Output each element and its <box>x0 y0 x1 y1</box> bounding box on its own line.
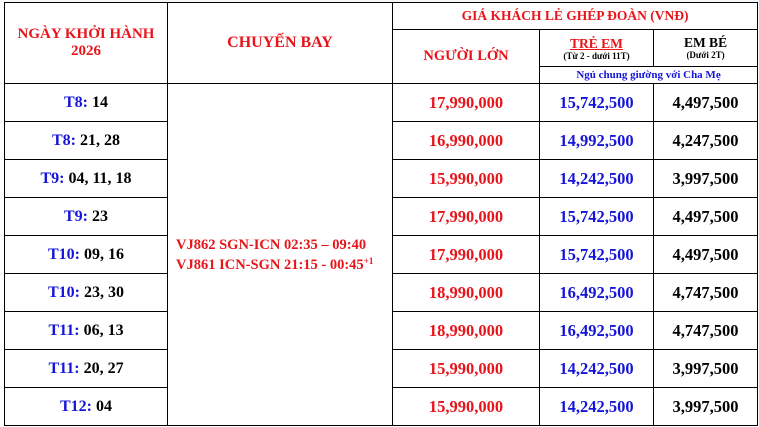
adult-price-cell: 17,990,000 <box>392 235 540 274</box>
table-row: T9: 04, 11, 18 15,990,000 14,242,500 3,997,… <box>4 159 759 198</box>
infant-price-cell: 3,997,500 <box>652 159 759 198</box>
departure-days: 21, 28 <box>76 131 120 149</box>
departure-month: T12: <box>60 397 92 415</box>
departure-days: 23, 30 <box>80 283 124 301</box>
adult-price-header: NGƯỜI LỚN <box>392 29 540 84</box>
header-row-1: NGÀY KHỞI HÀNH 2026 CHUYẾN BAY GIÁ KHÁCH… <box>4 2 759 84</box>
child-price-cell: 14,242,500 <box>539 349 654 388</box>
child-price-cell: 14,992,500 <box>539 121 654 160</box>
infant-price-cell: 4,497,500 <box>652 235 759 274</box>
infant-price-cell: 4,747,500 <box>652 273 759 312</box>
departure-date-cell: T9: 23 <box>4 197 168 236</box>
table-row: T11: 20, 27 15,990,000 14,242,500 3,997,500 <box>4 349 759 388</box>
departure-date-cell: T12: 04 <box>4 387 168 426</box>
departure-date-cell: T8: 14 <box>4 83 168 122</box>
infant-price-cell: 3,997,500 <box>652 349 759 388</box>
departure-date-cell: T9: 04, 11, 18 <box>4 159 168 198</box>
departure-month: T9: <box>40 169 65 187</box>
price-rows: T8: 14 VJ862 SGN-ICN 02:35 – 09:40 VJ861 I… <box>4 83 759 426</box>
infant-price-cell: 4,747,500 <box>652 311 759 350</box>
departure-date-cell: T8: 21, 28 <box>4 121 168 160</box>
infant-price-cell: 4,247,500 <box>652 121 759 160</box>
infant-price-cell: 3,997,500 <box>652 387 759 426</box>
departure-month: T10: <box>48 245 80 263</box>
adult-price-cell: 18,990,000 <box>392 311 540 350</box>
table-row: T10: 23, 30 18,990,000 16,492,500 4,747,500 <box>4 273 759 312</box>
child-price-header: TRẺ EM (Từ 2 - dưới 11T) <box>539 29 654 67</box>
departure-date-cell: T11: 06, 13 <box>4 311 168 350</box>
flight-header: CHUYẾN BAY <box>167 2 393 84</box>
departure-date-cell: T10: 09, 16 <box>4 235 168 274</box>
child-price-cell: 14,242,500 <box>539 387 654 426</box>
departure-days: 06, 13 <box>79 321 124 339</box>
infant-label: EM BÉ <box>683 34 728 50</box>
adult-price-cell: 15,990,000 <box>392 387 540 426</box>
departure-month: T11: <box>48 359 80 377</box>
departure-days: 23 <box>88 207 108 225</box>
departure-days: 04, 11, 18 <box>64 169 132 187</box>
adult-price-cell: 17,990,000 <box>392 83 540 122</box>
departure-date-cell: T10: 23, 30 <box>4 273 168 312</box>
child-age-range: (Từ 2 - dưới 11T) <box>563 50 630 61</box>
departure-date-cell: T11: 20, 27 <box>4 349 168 388</box>
departure-month: T8: <box>52 131 76 149</box>
infant-price-cell: 4,497,500 <box>652 83 759 122</box>
departure-days: 04 <box>92 397 112 415</box>
departure-date-title: NGÀY KHỞI HÀNH <box>17 26 155 42</box>
table-row: T10: 09, 16 17,990,000 15,742,500 4,497,500 <box>4 235 759 274</box>
infant-price-header: EM BÉ (Dưới 2T) <box>652 29 759 67</box>
child-price-cell: 14,242,500 <box>539 159 654 198</box>
next-day-marker: +1 <box>363 255 374 266</box>
child-price-cell: 15,742,500 <box>539 235 654 274</box>
top-strip <box>0 0 759 3</box>
shared-bed-note: Ngủ chung giường với Cha Mẹ <box>538 66 759 84</box>
table-row: T11: 06, 13 18,990,000 16,492,500 4,747,500 <box>4 311 759 350</box>
adult-price-cell: 18,990,000 <box>392 273 540 312</box>
adult-price-cell: 17,990,000 <box>392 197 540 236</box>
table-row: T9: 23 17,990,000 15,742,500 4,497,500 <box>4 197 759 236</box>
child-price-cell: 15,742,500 <box>539 197 654 236</box>
adult-price-cell: 15,990,000 <box>392 159 540 198</box>
child-label: TRẺ EM <box>570 35 623 51</box>
child-price-cell: 16,492,500 <box>539 273 654 312</box>
return-flight: VJ861 ICN-SGN 21:15 - 00:45 <box>176 256 364 273</box>
departure-month: T8: <box>64 93 88 111</box>
departure-days: 14 <box>88 93 108 111</box>
outbound-flight: VJ862 SGN-ICN 02:35 – 09:40 <box>176 236 367 253</box>
departure-month: T11: <box>48 321 80 339</box>
departure-days: 09, 16 <box>80 245 124 263</box>
departure-month: T10: <box>48 283 80 301</box>
child-price-cell: 16,492,500 <box>539 311 654 350</box>
departure-month: T9: <box>64 207 88 225</box>
tour-price-table: NGÀY KHỞI HÀNH 2026 CHUYẾN BAY GIÁ KHÁCH… <box>4 2 759 426</box>
departure-date-header: NGÀY KHỞI HÀNH 2026 <box>4 2 168 84</box>
departure-days: 20, 27 <box>79 359 124 377</box>
adult-price-cell: 16,990,000 <box>392 121 540 160</box>
child-price-cell: 15,742,500 <box>539 83 654 122</box>
departure-year: 2026 <box>71 43 101 59</box>
infant-price-cell: 4,497,500 <box>652 197 759 236</box>
table-row: T12: 04 15,990,000 14,242,500 3,997,500 <box>4 387 759 426</box>
flight-info-cell: VJ862 SGN-ICN 02:35 – 09:40 VJ861 ICN-SGN… <box>167 83 393 426</box>
infant-age-range: (Dưới 2T) <box>686 49 725 60</box>
group-price-header: GIÁ KHÁCH LẺ GHÉP ĐOÀN (VNĐ) <box>391 2 759 30</box>
table-row: T8: 14 VJ862 SGN-ICN 02:35 – 09:40 VJ861 I… <box>4 83 759 426</box>
adult-price-cell: 15,990,000 <box>392 349 540 388</box>
